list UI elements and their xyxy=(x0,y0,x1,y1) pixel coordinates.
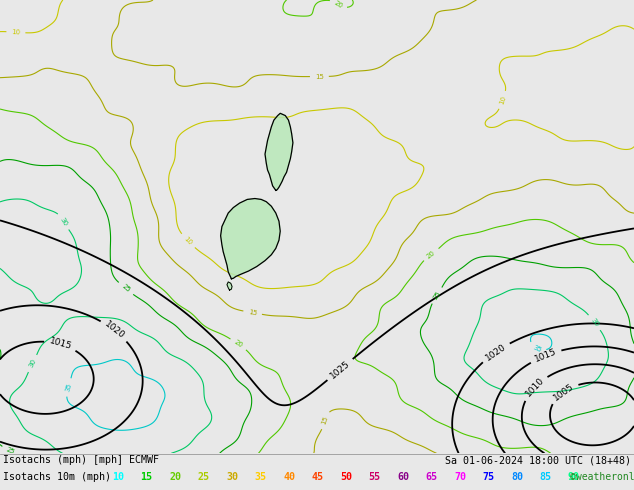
Polygon shape xyxy=(227,282,232,290)
Text: 10: 10 xyxy=(498,95,507,105)
Text: 25: 25 xyxy=(432,290,442,301)
Text: 25: 25 xyxy=(198,472,209,482)
Polygon shape xyxy=(221,198,280,279)
Text: 30: 30 xyxy=(28,358,37,369)
Text: 30: 30 xyxy=(226,472,238,482)
Text: 25: 25 xyxy=(5,446,16,456)
Text: 1020: 1020 xyxy=(103,320,126,341)
Text: 1020: 1020 xyxy=(484,342,508,362)
Text: 30: 30 xyxy=(589,317,600,328)
Text: 40: 40 xyxy=(283,472,295,482)
Text: 60: 60 xyxy=(397,472,409,482)
Text: Sa 01-06-2024 18:00 UTC (18+48): Sa 01-06-2024 18:00 UTC (18+48) xyxy=(445,455,631,465)
Text: 20: 20 xyxy=(426,249,436,260)
Text: 1010: 1010 xyxy=(524,376,546,399)
Text: 1005: 1005 xyxy=(552,382,576,402)
Text: 35: 35 xyxy=(254,472,266,482)
Text: 65: 65 xyxy=(425,472,437,482)
Text: 1015: 1015 xyxy=(48,337,73,352)
Text: 15: 15 xyxy=(315,74,324,79)
Text: 1015: 1015 xyxy=(533,347,558,364)
Text: 35: 35 xyxy=(65,382,72,392)
Text: 15: 15 xyxy=(248,309,257,317)
Text: 20: 20 xyxy=(333,0,344,9)
Text: 25: 25 xyxy=(120,283,131,294)
Text: 50: 50 xyxy=(340,472,352,482)
Text: ©weatheronline.co.uk: ©weatheronline.co.uk xyxy=(570,472,634,482)
Text: 70: 70 xyxy=(454,472,466,482)
Text: 10: 10 xyxy=(183,236,193,246)
Text: 35: 35 xyxy=(532,344,542,353)
Text: 20: 20 xyxy=(169,472,181,482)
Text: 75: 75 xyxy=(482,472,495,482)
Text: 55: 55 xyxy=(368,472,380,482)
Text: 10: 10 xyxy=(112,472,124,482)
Text: Isotachs 10m (mph): Isotachs 10m (mph) xyxy=(3,472,111,482)
Text: 80: 80 xyxy=(511,472,523,482)
Text: 10: 10 xyxy=(11,29,20,36)
Text: 15: 15 xyxy=(141,472,153,482)
Polygon shape xyxy=(265,113,293,190)
Text: 45: 45 xyxy=(311,472,323,482)
Text: 20: 20 xyxy=(233,339,243,349)
Text: Isotachs (mph) [mph] ECMWF: Isotachs (mph) [mph] ECMWF xyxy=(3,455,159,465)
Text: 85: 85 xyxy=(540,472,552,482)
Text: 30: 30 xyxy=(59,216,68,227)
Text: 1025: 1025 xyxy=(328,359,352,380)
Text: 15: 15 xyxy=(321,415,329,425)
Text: 90: 90 xyxy=(568,472,580,482)
